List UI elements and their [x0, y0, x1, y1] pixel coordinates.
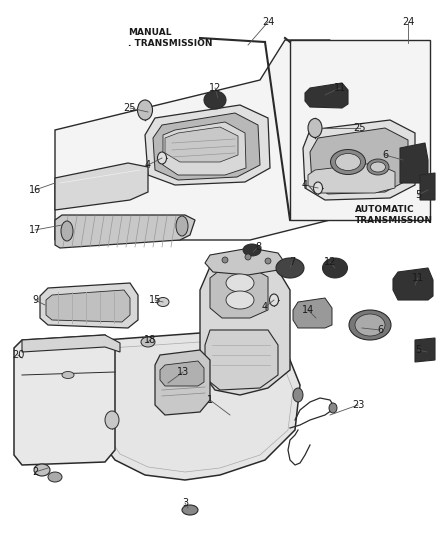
Ellipse shape [226, 274, 254, 292]
Ellipse shape [222, 257, 228, 263]
Polygon shape [293, 298, 332, 328]
Text: MANUAL
. TRANSMISSION: MANUAL . TRANSMISSION [128, 28, 212, 48]
Ellipse shape [182, 505, 198, 515]
Polygon shape [200, 252, 290, 395]
Ellipse shape [308, 118, 322, 138]
Ellipse shape [105, 411, 119, 429]
Text: 7: 7 [289, 257, 295, 267]
Ellipse shape [243, 244, 261, 256]
Polygon shape [290, 40, 430, 220]
Polygon shape [14, 335, 115, 465]
Text: 9: 9 [32, 295, 38, 305]
Ellipse shape [157, 297, 169, 306]
Polygon shape [305, 83, 348, 108]
Polygon shape [145, 105, 270, 185]
Ellipse shape [293, 388, 303, 402]
Text: 25: 25 [354, 123, 366, 133]
Polygon shape [210, 267, 268, 318]
Polygon shape [310, 128, 408, 194]
Text: 2: 2 [32, 467, 38, 477]
Text: 25: 25 [124, 103, 136, 113]
Ellipse shape [349, 310, 391, 340]
Polygon shape [46, 290, 130, 322]
Text: 12: 12 [209, 83, 221, 93]
Polygon shape [163, 122, 246, 175]
Text: 24: 24 [402, 17, 414, 27]
Polygon shape [205, 330, 278, 390]
Text: 6: 6 [382, 150, 388, 160]
Ellipse shape [269, 294, 279, 306]
Text: 11: 11 [412, 273, 424, 283]
Text: 12: 12 [324, 257, 336, 267]
Text: 6: 6 [377, 325, 383, 335]
Polygon shape [95, 333, 300, 480]
Polygon shape [55, 40, 330, 240]
Text: 8: 8 [255, 242, 261, 252]
Ellipse shape [34, 464, 50, 476]
Polygon shape [22, 335, 120, 352]
Text: 16: 16 [29, 185, 41, 195]
Ellipse shape [204, 91, 226, 109]
Polygon shape [155, 350, 210, 415]
Ellipse shape [138, 100, 152, 120]
Ellipse shape [331, 149, 365, 174]
Ellipse shape [48, 472, 62, 482]
Text: 24: 24 [262, 17, 274, 27]
Text: 4: 4 [262, 302, 268, 312]
Polygon shape [205, 248, 285, 275]
Ellipse shape [62, 372, 74, 378]
Text: 17: 17 [29, 225, 41, 235]
Polygon shape [393, 268, 433, 300]
Text: 18: 18 [144, 335, 156, 345]
Ellipse shape [141, 337, 155, 347]
Ellipse shape [355, 314, 385, 336]
Text: 5: 5 [415, 345, 421, 355]
Ellipse shape [265, 258, 271, 264]
Polygon shape [308, 163, 395, 193]
Text: 15: 15 [149, 295, 161, 305]
Ellipse shape [322, 258, 347, 278]
Text: 4: 4 [145, 160, 151, 170]
Ellipse shape [61, 221, 73, 241]
Ellipse shape [329, 403, 337, 413]
Text: 20: 20 [12, 350, 24, 360]
Polygon shape [420, 173, 435, 200]
Polygon shape [165, 127, 238, 162]
Polygon shape [400, 143, 428, 183]
Polygon shape [415, 338, 435, 362]
Ellipse shape [226, 291, 254, 309]
Ellipse shape [276, 258, 304, 278]
Text: 11: 11 [334, 83, 346, 93]
Ellipse shape [336, 154, 360, 171]
Ellipse shape [314, 182, 322, 194]
Ellipse shape [367, 159, 389, 175]
Polygon shape [153, 113, 260, 180]
Text: 4: 4 [302, 180, 308, 190]
Text: 3: 3 [182, 498, 188, 508]
Polygon shape [55, 163, 148, 210]
Text: 1: 1 [207, 395, 213, 405]
Ellipse shape [245, 254, 251, 260]
Ellipse shape [176, 216, 188, 236]
Polygon shape [40, 283, 138, 328]
Polygon shape [303, 120, 415, 200]
Text: 23: 23 [352, 400, 364, 410]
Text: AUTOMATIC
TRANSMISSION: AUTOMATIC TRANSMISSION [355, 205, 433, 225]
Text: 13: 13 [177, 367, 189, 377]
Polygon shape [160, 361, 204, 386]
Text: 14: 14 [302, 305, 314, 315]
Text: 5: 5 [415, 190, 421, 200]
Ellipse shape [371, 162, 385, 172]
Polygon shape [55, 215, 195, 248]
Ellipse shape [158, 152, 166, 164]
